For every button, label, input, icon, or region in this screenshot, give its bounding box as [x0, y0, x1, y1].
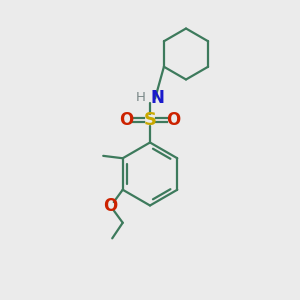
Text: O: O: [119, 111, 134, 129]
Text: N: N: [150, 89, 164, 107]
Text: H: H: [135, 91, 145, 104]
Text: O: O: [166, 111, 181, 129]
Text: O: O: [103, 197, 117, 215]
Text: S: S: [143, 111, 157, 129]
